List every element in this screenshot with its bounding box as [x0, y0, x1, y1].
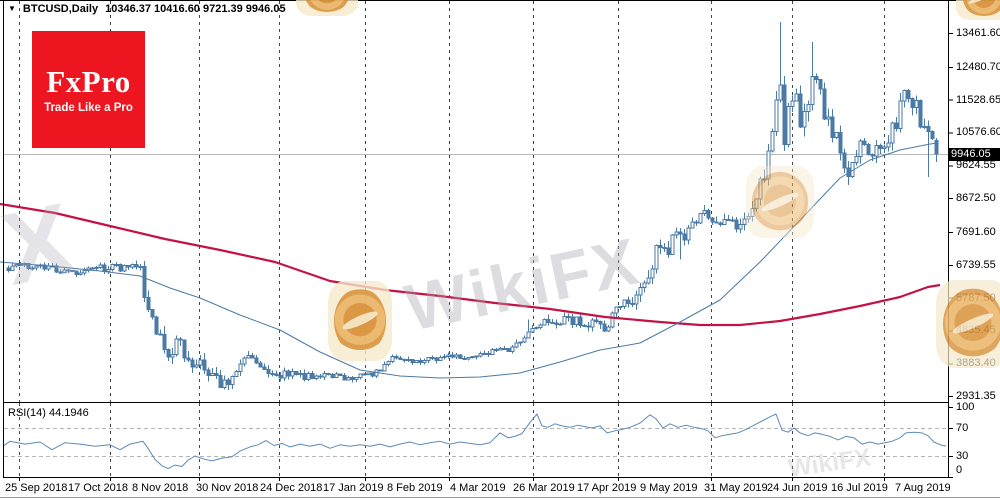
gridlines — [19, 1, 885, 481]
axis-ticks — [948, 33, 953, 478]
fast-ma-line — [0, 142, 937, 379]
chart-title-bar: ▼ BTCUSD,Daily 10346.37 10416.60 9721.39… — [8, 3, 286, 15]
fxpro-logo-name: FxPro — [46, 63, 131, 99]
symbol-dropdown-icon[interactable]: ▼ — [8, 4, 16, 13]
chart-title-ohlc: 10346.37 10416.60 9721.39 9946.05 — [105, 3, 286, 15]
chart-title-symbol: BTCUSD,Daily — [22, 3, 99, 15]
fxpro-logo-tagline: Trade Like a Pro — [44, 101, 133, 114]
current-price-tag: 9946.05 — [949, 148, 1000, 161]
rsi-indicator-label: RSI(14) 44.1946 — [8, 407, 89, 419]
rsi-line — [2, 413, 947, 470]
slow-ma-line — [0, 202, 941, 327]
rsi-level-lines — [4, 428, 947, 457]
fxpro-logo: FxPro Trade Like a Pro — [32, 31, 145, 148]
candlestick-series — [6, 22, 939, 390]
